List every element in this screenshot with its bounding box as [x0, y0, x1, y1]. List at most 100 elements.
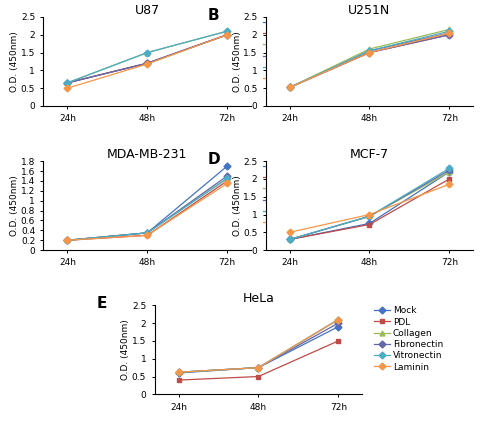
- Laminin: [144, 233, 150, 238]
- Laminin: [446, 182, 452, 187]
- Legend: Mock, PDL, Collagen, Fibronectin, Vitronectin, Laminin: Mock, PDL, Collagen, Fibronectin, Vitron…: [262, 161, 333, 228]
- Collagen: [224, 29, 230, 34]
- Line: Laminin: Laminin: [287, 182, 452, 235]
- Vitronectin: [367, 48, 372, 53]
- PDL: [176, 377, 182, 382]
- Line: Fibronectin: Fibronectin: [65, 173, 229, 243]
- Collagen: [256, 365, 261, 370]
- Line: Mock: Mock: [176, 324, 341, 375]
- PDL: [367, 50, 372, 55]
- Line: Mock: Mock: [65, 164, 229, 243]
- Mock: [256, 365, 261, 370]
- Collagen: [367, 47, 372, 52]
- Title: MDA-MB-231: MDA-MB-231: [107, 148, 187, 161]
- Line: PDL: PDL: [65, 179, 229, 243]
- Line: Laminin: Laminin: [176, 317, 341, 375]
- Collagen: [144, 230, 150, 235]
- Collagen: [446, 169, 452, 174]
- Y-axis label: O.D. (450nm): O.D. (450nm): [10, 175, 19, 236]
- Title: U251N: U251N: [348, 4, 391, 17]
- Collagen: [287, 237, 293, 242]
- Vitronectin: [256, 365, 261, 370]
- Collagen: [224, 176, 230, 181]
- Fibronectin: [256, 365, 261, 370]
- Fibronectin: [176, 370, 182, 375]
- Text: E: E: [97, 296, 107, 311]
- Mock: [144, 61, 150, 66]
- Mock: [287, 237, 293, 242]
- PDL: [287, 237, 293, 242]
- Line: PDL: PDL: [65, 32, 229, 85]
- Collagen: [65, 238, 71, 243]
- PDL: [256, 374, 261, 379]
- PDL: [335, 338, 341, 343]
- Vitronectin: [65, 80, 71, 85]
- Line: Mock: Mock: [287, 31, 452, 90]
- Fibronectin: [446, 167, 452, 173]
- Mock: [65, 238, 71, 243]
- Laminin: [446, 31, 452, 36]
- PDL: [144, 61, 150, 66]
- Line: Laminin: Laminin: [287, 31, 452, 90]
- Line: Vitronectin: Vitronectin: [65, 29, 229, 85]
- Line: Fibronectin: Fibronectin: [65, 32, 229, 85]
- Laminin: [224, 181, 230, 186]
- Line: Collagen: Collagen: [287, 170, 452, 242]
- Line: Collagen: Collagen: [287, 27, 452, 90]
- Line: Fibronectin: Fibronectin: [287, 167, 452, 242]
- Title: HeLa: HeLa: [242, 292, 274, 305]
- Vitronectin: [144, 50, 150, 55]
- Line: PDL: PDL: [287, 176, 452, 242]
- Laminin: [367, 212, 372, 217]
- Y-axis label: O.D. (450nm): O.D. (450nm): [121, 319, 130, 380]
- Fibronectin: [335, 321, 341, 326]
- Line: Collagen: Collagen: [176, 317, 341, 375]
- Mock: [335, 324, 341, 329]
- Legend: Mock, PDL, Collagen, Fibronectin, Vitronectin, Laminin: Mock, PDL, Collagen, Fibronectin, Vitron…: [262, 17, 333, 84]
- Mock: [176, 371, 182, 376]
- Fibronectin: [144, 230, 150, 235]
- PDL: [367, 222, 372, 227]
- Mock: [224, 32, 230, 37]
- Fibronectin: [367, 214, 372, 219]
- Mock: [287, 85, 293, 90]
- Vitronectin: [144, 230, 150, 235]
- Collagen: [446, 27, 452, 32]
- Vitronectin: [367, 214, 372, 219]
- Line: Laminin: Laminin: [65, 181, 229, 243]
- PDL: [65, 238, 71, 243]
- Fibronectin: [367, 50, 372, 55]
- Mock: [446, 31, 452, 36]
- Vitronectin: [335, 317, 341, 322]
- Collagen: [367, 214, 372, 219]
- Fibronectin: [224, 32, 230, 37]
- Line: Fibronectin: Fibronectin: [176, 321, 341, 375]
- Mock: [446, 169, 452, 174]
- Mock: [224, 164, 230, 169]
- Collagen: [176, 370, 182, 375]
- Vitronectin: [287, 85, 293, 90]
- Line: Collagen: Collagen: [65, 176, 229, 243]
- Line: Vitronectin: Vitronectin: [287, 166, 452, 242]
- Laminin: [65, 238, 71, 243]
- Collagen: [335, 317, 341, 322]
- Line: Mock: Mock: [287, 170, 452, 242]
- Collagen: [287, 85, 293, 90]
- Line: Vitronectin: Vitronectin: [176, 317, 341, 375]
- Fibronectin: [446, 32, 452, 37]
- Mock: [367, 221, 372, 226]
- Laminin: [65, 86, 71, 91]
- Mock: [144, 230, 150, 235]
- Title: MCF-7: MCF-7: [350, 148, 389, 161]
- Title: U87: U87: [135, 4, 160, 17]
- Laminin: [367, 50, 372, 55]
- PDL: [446, 176, 452, 181]
- Line: Collagen: Collagen: [65, 29, 229, 85]
- PDL: [144, 233, 150, 238]
- Y-axis label: O.D. (450nm): O.D. (450nm): [232, 31, 242, 92]
- Laminin: [224, 32, 230, 37]
- Laminin: [335, 317, 341, 322]
- Laminin: [176, 370, 182, 375]
- Line: PDL: PDL: [176, 338, 341, 382]
- Line: Mock: Mock: [65, 32, 229, 85]
